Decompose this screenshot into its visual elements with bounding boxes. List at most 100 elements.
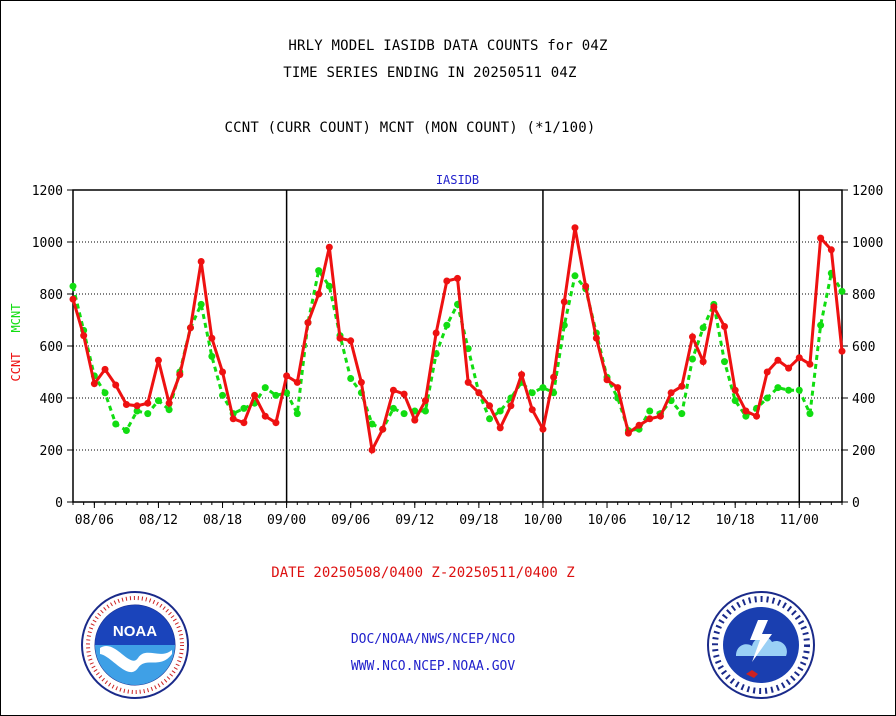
point-ccnt xyxy=(325,243,333,251)
point-ccnt xyxy=(80,332,88,340)
point-mcnt xyxy=(219,391,227,399)
chart-subtitle: CCNT (CURR COUNT) MCNT (MON COUNT) (*1/1… xyxy=(224,120,596,136)
point-ccnt xyxy=(603,376,611,384)
point-mcnt xyxy=(368,420,376,428)
point-ccnt xyxy=(101,365,109,373)
point-ccnt xyxy=(721,323,729,330)
point-ccnt xyxy=(774,356,782,364)
point-ccnt xyxy=(176,371,184,379)
point-ccnt xyxy=(528,406,536,414)
point-mcnt xyxy=(496,407,504,415)
point-ccnt xyxy=(763,368,771,376)
point-ccnt xyxy=(304,319,312,327)
point-ccnt xyxy=(197,258,205,265)
point-mcnt xyxy=(731,397,739,405)
y-tick-label-left: 200 xyxy=(40,444,63,459)
y-tick-label-right: 800 xyxy=(852,288,875,303)
point-ccnt xyxy=(165,399,173,407)
point-ccnt xyxy=(624,429,632,437)
point-mcnt xyxy=(389,404,397,412)
point-ccnt xyxy=(389,386,397,394)
point-mcnt xyxy=(315,267,323,275)
x-tick-label: 08/12 xyxy=(139,513,178,528)
point-ccnt xyxy=(240,419,248,427)
point-mcnt xyxy=(165,406,173,414)
point-ccnt xyxy=(357,378,365,386)
point-ccnt xyxy=(646,415,654,423)
point-ccnt xyxy=(133,402,141,410)
point-ccnt xyxy=(539,425,547,433)
point-mcnt xyxy=(486,415,494,423)
y-tick-label-right: 1000 xyxy=(852,236,883,251)
point-ccnt xyxy=(186,324,194,332)
point-ccnt xyxy=(219,368,227,376)
point-ccnt xyxy=(667,389,675,397)
point-ccnt xyxy=(400,390,408,398)
point-mcnt xyxy=(421,407,429,415)
y-tick-label-right: 200 xyxy=(852,444,875,459)
y-tick-label-left: 1200 xyxy=(32,184,63,199)
point-ccnt xyxy=(336,334,344,342)
point-ccnt xyxy=(560,298,568,306)
point-ccnt xyxy=(293,378,301,386)
point-mcnt xyxy=(688,355,696,363)
x-tick-label: 11/00 xyxy=(780,513,819,528)
panel-title: IASIDB xyxy=(436,173,479,187)
point-ccnt xyxy=(550,373,558,381)
point-ccnt xyxy=(112,381,120,389)
point-mcnt xyxy=(69,282,77,290)
series-line-mcnt xyxy=(71,266,844,433)
point-mcnt xyxy=(742,412,750,420)
point-ccnt xyxy=(518,371,526,379)
point-mcnt xyxy=(325,282,333,290)
y-tick-label-left: 800 xyxy=(40,288,63,303)
point-ccnt xyxy=(283,372,291,380)
x-tick-label: 10/06 xyxy=(587,513,626,528)
point-ccnt xyxy=(486,402,494,410)
y-axis-label-ccnt: CCNT xyxy=(9,353,23,382)
y-tick-label-left: 400 xyxy=(40,392,63,407)
point-mcnt xyxy=(347,375,355,382)
point-ccnt xyxy=(795,354,803,362)
point-mcnt xyxy=(721,358,729,366)
y-tick-label-left: 0 xyxy=(55,496,63,511)
point-mcnt xyxy=(208,352,216,360)
y-tick-label-left: 1000 xyxy=(32,236,63,251)
point-mcnt xyxy=(144,410,152,418)
point-ccnt xyxy=(806,360,814,368)
website-label: WWW.NCO.NCEP.NOAA.GOV xyxy=(350,659,516,674)
point-ccnt xyxy=(753,412,761,420)
point-ccnt xyxy=(421,397,429,405)
point-mcnt xyxy=(539,384,547,392)
point-ccnt xyxy=(411,416,419,424)
point-ccnt xyxy=(368,446,376,454)
point-mcnt xyxy=(283,389,291,397)
point-mcnt xyxy=(806,410,814,418)
point-ccnt xyxy=(592,334,600,342)
point-mcnt xyxy=(101,389,109,397)
point-mcnt xyxy=(272,391,280,399)
point-mcnt xyxy=(817,321,825,329)
point-ccnt xyxy=(475,389,483,397)
point-ccnt xyxy=(688,333,696,341)
point-mcnt xyxy=(261,384,269,392)
x-tick-label: 10/18 xyxy=(716,513,755,528)
point-ccnt xyxy=(731,386,739,394)
point-ccnt xyxy=(678,382,686,390)
chart-title-line-2: TIME SERIES ENDING IN 20250511 04Z xyxy=(283,65,577,81)
series-line-ccnt xyxy=(71,227,844,455)
x-tick-label: 08/06 xyxy=(75,513,114,528)
point-mcnt xyxy=(646,407,654,415)
point-ccnt xyxy=(635,421,643,429)
point-ccnt xyxy=(699,358,707,366)
point-ccnt xyxy=(817,234,825,242)
point-ccnt xyxy=(208,334,216,342)
point-mcnt xyxy=(763,394,771,402)
point-ccnt xyxy=(656,412,664,420)
point-mcnt xyxy=(112,420,120,428)
chart-title-line-1: HRLY MODEL IASIDB DATA COUNTS for 04Z xyxy=(288,38,608,54)
point-ccnt xyxy=(229,415,237,423)
point-mcnt xyxy=(443,321,451,329)
point-ccnt xyxy=(432,329,440,337)
